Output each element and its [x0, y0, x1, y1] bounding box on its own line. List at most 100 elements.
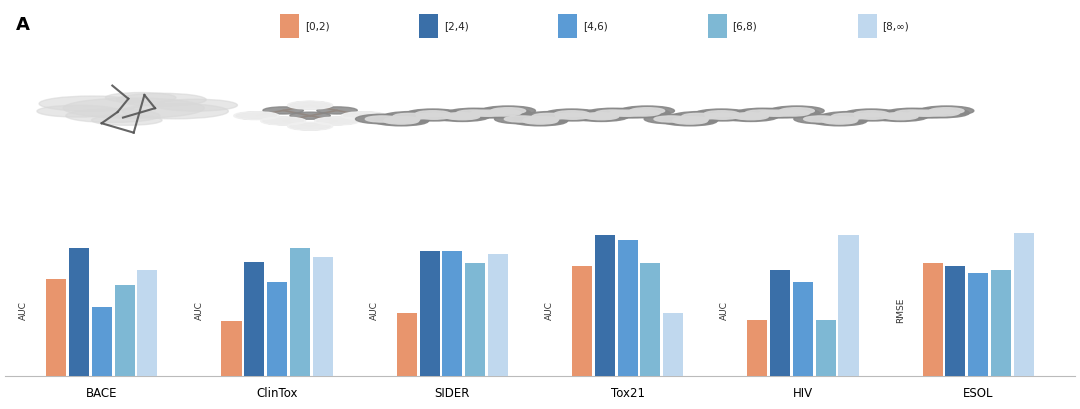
Ellipse shape — [544, 109, 599, 119]
Ellipse shape — [704, 111, 739, 117]
Ellipse shape — [843, 109, 899, 119]
Ellipse shape — [731, 113, 766, 119]
FancyBboxPatch shape — [558, 14, 578, 38]
Ellipse shape — [375, 115, 430, 125]
Bar — [69, 247, 89, 376]
Ellipse shape — [523, 112, 577, 121]
Text: [8,∞): [8,∞) — [882, 21, 909, 31]
Text: [6,8): [6,8) — [732, 21, 757, 31]
Bar — [419, 251, 440, 376]
Ellipse shape — [442, 113, 477, 119]
Ellipse shape — [383, 112, 437, 121]
Ellipse shape — [417, 113, 451, 119]
Bar — [46, 279, 66, 376]
Bar — [640, 263, 661, 376]
FancyBboxPatch shape — [858, 14, 877, 38]
Ellipse shape — [870, 111, 926, 121]
Ellipse shape — [445, 114, 480, 120]
Ellipse shape — [513, 116, 567, 126]
Ellipse shape — [595, 110, 631, 116]
Ellipse shape — [854, 111, 889, 117]
Ellipse shape — [794, 114, 849, 124]
Bar — [618, 240, 637, 376]
Ellipse shape — [900, 108, 954, 118]
Ellipse shape — [672, 112, 727, 121]
Ellipse shape — [476, 108, 531, 118]
Ellipse shape — [885, 108, 940, 118]
Ellipse shape — [681, 113, 717, 119]
Ellipse shape — [745, 110, 780, 116]
Ellipse shape — [812, 116, 867, 126]
Ellipse shape — [260, 117, 306, 125]
Ellipse shape — [316, 107, 357, 114]
Ellipse shape — [262, 107, 303, 114]
Ellipse shape — [435, 112, 489, 121]
Bar — [595, 235, 615, 376]
Bar — [289, 247, 310, 376]
Ellipse shape — [909, 110, 944, 116]
Ellipse shape — [343, 112, 384, 119]
Ellipse shape — [39, 96, 145, 111]
Bar — [945, 266, 966, 376]
Ellipse shape — [432, 111, 487, 121]
Ellipse shape — [929, 108, 964, 114]
Ellipse shape — [374, 116, 429, 126]
Ellipse shape — [694, 109, 748, 119]
Ellipse shape — [365, 116, 401, 122]
Ellipse shape — [316, 117, 357, 125]
Ellipse shape — [662, 116, 717, 126]
Ellipse shape — [915, 108, 969, 118]
Ellipse shape — [555, 113, 591, 119]
Ellipse shape — [721, 111, 775, 121]
Text: AUC: AUC — [19, 301, 28, 320]
Ellipse shape — [583, 114, 619, 120]
Ellipse shape — [63, 98, 204, 118]
Ellipse shape — [122, 103, 228, 119]
Ellipse shape — [735, 108, 789, 118]
Bar — [244, 262, 265, 376]
Ellipse shape — [630, 108, 664, 114]
Ellipse shape — [407, 111, 461, 121]
Ellipse shape — [233, 112, 279, 120]
Ellipse shape — [813, 115, 867, 125]
Ellipse shape — [774, 110, 810, 116]
Ellipse shape — [393, 113, 428, 119]
Ellipse shape — [92, 115, 162, 125]
Bar — [396, 313, 417, 376]
Bar — [221, 321, 242, 376]
Ellipse shape — [524, 117, 558, 123]
Ellipse shape — [446, 108, 501, 118]
Ellipse shape — [554, 111, 590, 117]
Ellipse shape — [585, 108, 640, 118]
Ellipse shape — [106, 92, 176, 103]
Ellipse shape — [822, 112, 876, 121]
Ellipse shape — [894, 110, 930, 116]
Bar — [770, 270, 791, 376]
Ellipse shape — [156, 99, 238, 111]
Bar — [465, 263, 485, 376]
Bar — [137, 270, 158, 376]
Ellipse shape — [571, 111, 625, 121]
Ellipse shape — [822, 118, 856, 124]
Ellipse shape — [287, 122, 333, 130]
Ellipse shape — [874, 112, 928, 121]
Ellipse shape — [37, 105, 119, 117]
Text: AUC: AUC — [545, 301, 554, 320]
Ellipse shape — [663, 115, 718, 125]
Text: [2,4): [2,4) — [444, 21, 469, 31]
Ellipse shape — [919, 106, 974, 116]
Ellipse shape — [341, 112, 387, 120]
Ellipse shape — [495, 114, 549, 124]
Ellipse shape — [610, 110, 645, 116]
Bar — [443, 251, 462, 376]
Bar — [793, 282, 813, 376]
Ellipse shape — [66, 109, 160, 122]
Ellipse shape — [416, 111, 450, 117]
Ellipse shape — [581, 113, 616, 119]
Ellipse shape — [545, 111, 600, 121]
Ellipse shape — [883, 114, 918, 120]
Ellipse shape — [514, 115, 568, 125]
Bar — [1014, 234, 1034, 376]
Ellipse shape — [696, 111, 750, 121]
Ellipse shape — [654, 116, 689, 122]
